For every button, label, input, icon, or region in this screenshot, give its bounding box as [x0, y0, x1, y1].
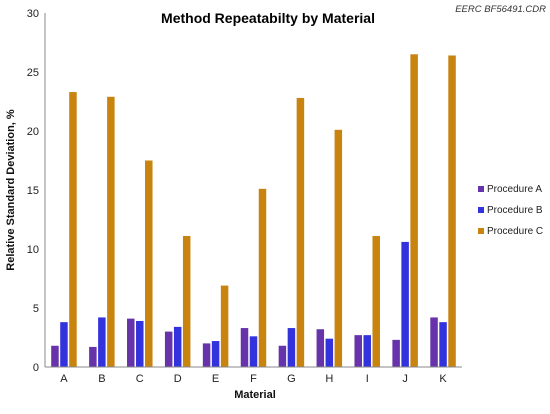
bar-K-procedure-b — [439, 322, 447, 367]
legend: Procedure A Procedure B Procedure C — [478, 184, 543, 237]
bar-D-procedure-b — [173, 326, 182, 367]
bar-C-procedure-c — [145, 160, 153, 367]
corner-note: EERC BF56491.CDR — [455, 4, 546, 15]
bar-E-procedure-b — [211, 341, 220, 367]
bar-F-procedure-c — [258, 188, 267, 367]
y-tick-label: 5 — [33, 303, 39, 315]
bar-G-procedure-b — [287, 328, 296, 367]
bar-J-procedure-b — [401, 241, 409, 367]
bar-I-procedure-a — [354, 335, 362, 367]
y-tick-label: 25 — [27, 67, 39, 79]
x-tick-labels: A B C D E F G H I J K — [60, 373, 447, 385]
legend-swatch — [478, 207, 484, 213]
legend-swatch — [478, 228, 484, 234]
bar-K-procedure-a — [430, 317, 438, 367]
x-tick-label: K — [439, 373, 447, 385]
y-axis-label: Relative Standard Deviation, % — [5, 109, 17, 271]
chart-title: Method Repeatabilty by Material — [161, 10, 375, 26]
x-tick-label: C — [136, 373, 144, 385]
x-axis-label: Material — [234, 389, 276, 401]
bar-E-procedure-a — [202, 343, 211, 367]
y-tick-label: 20 — [27, 126, 39, 138]
bar-B-procedure-a — [89, 346, 97, 367]
legend-label: Procedure C — [487, 226, 543, 237]
bar-B-procedure-c — [107, 96, 115, 367]
x-tick-label: D — [174, 373, 182, 385]
y-tick-label: 15 — [27, 185, 39, 197]
bar-E-procedure-c — [220, 285, 229, 367]
bar-F-procedure-b — [249, 336, 258, 367]
legend-label: Procedure A — [487, 184, 542, 195]
bar-I-procedure-b — [363, 335, 371, 367]
x-tick-label: F — [250, 373, 257, 385]
bar-A-procedure-a — [51, 345, 59, 367]
bar-B-procedure-b — [98, 317, 106, 367]
y-tick-label: 10 — [27, 244, 39, 256]
bar-J-procedure-c — [410, 54, 418, 368]
x-tick-label: E — [212, 373, 219, 385]
y-tick-label: 30 — [27, 8, 39, 20]
bar-I-procedure-c — [372, 236, 380, 367]
y-tick-label: 0 — [33, 362, 39, 374]
bar-G-procedure-a — [278, 345, 287, 367]
bar-D-procedure-a — [164, 331, 173, 367]
x-tick-label: I — [366, 373, 369, 385]
bar-C-procedure-b — [136, 320, 144, 367]
y-tick-labels: 0 5 10 15 20 25 30 — [27, 8, 39, 374]
bar-J-procedure-a — [392, 339, 400, 367]
bar-A-procedure-b — [60, 322, 68, 367]
legend-label: Procedure B — [487, 205, 543, 216]
x-tick-label: A — [60, 373, 68, 385]
legend-swatch — [478, 186, 484, 192]
x-tick-label: J — [402, 373, 408, 385]
bar-D-procedure-c — [182, 236, 191, 367]
bar-H-procedure-a — [316, 329, 325, 367]
bars-group — [51, 54, 456, 368]
bar-A-procedure-c — [69, 92, 77, 367]
x-tick-label: H — [325, 373, 333, 385]
bar-H-procedure-b — [325, 338, 334, 367]
bar-K-procedure-c — [448, 55, 456, 367]
x-tick-label: B — [98, 373, 105, 385]
bar-H-procedure-c — [334, 129, 343, 367]
x-tick-label: G — [287, 373, 296, 385]
bar-F-procedure-a — [240, 328, 249, 367]
bar-G-procedure-c — [296, 97, 305, 368]
bar-C-procedure-a — [127, 318, 135, 367]
